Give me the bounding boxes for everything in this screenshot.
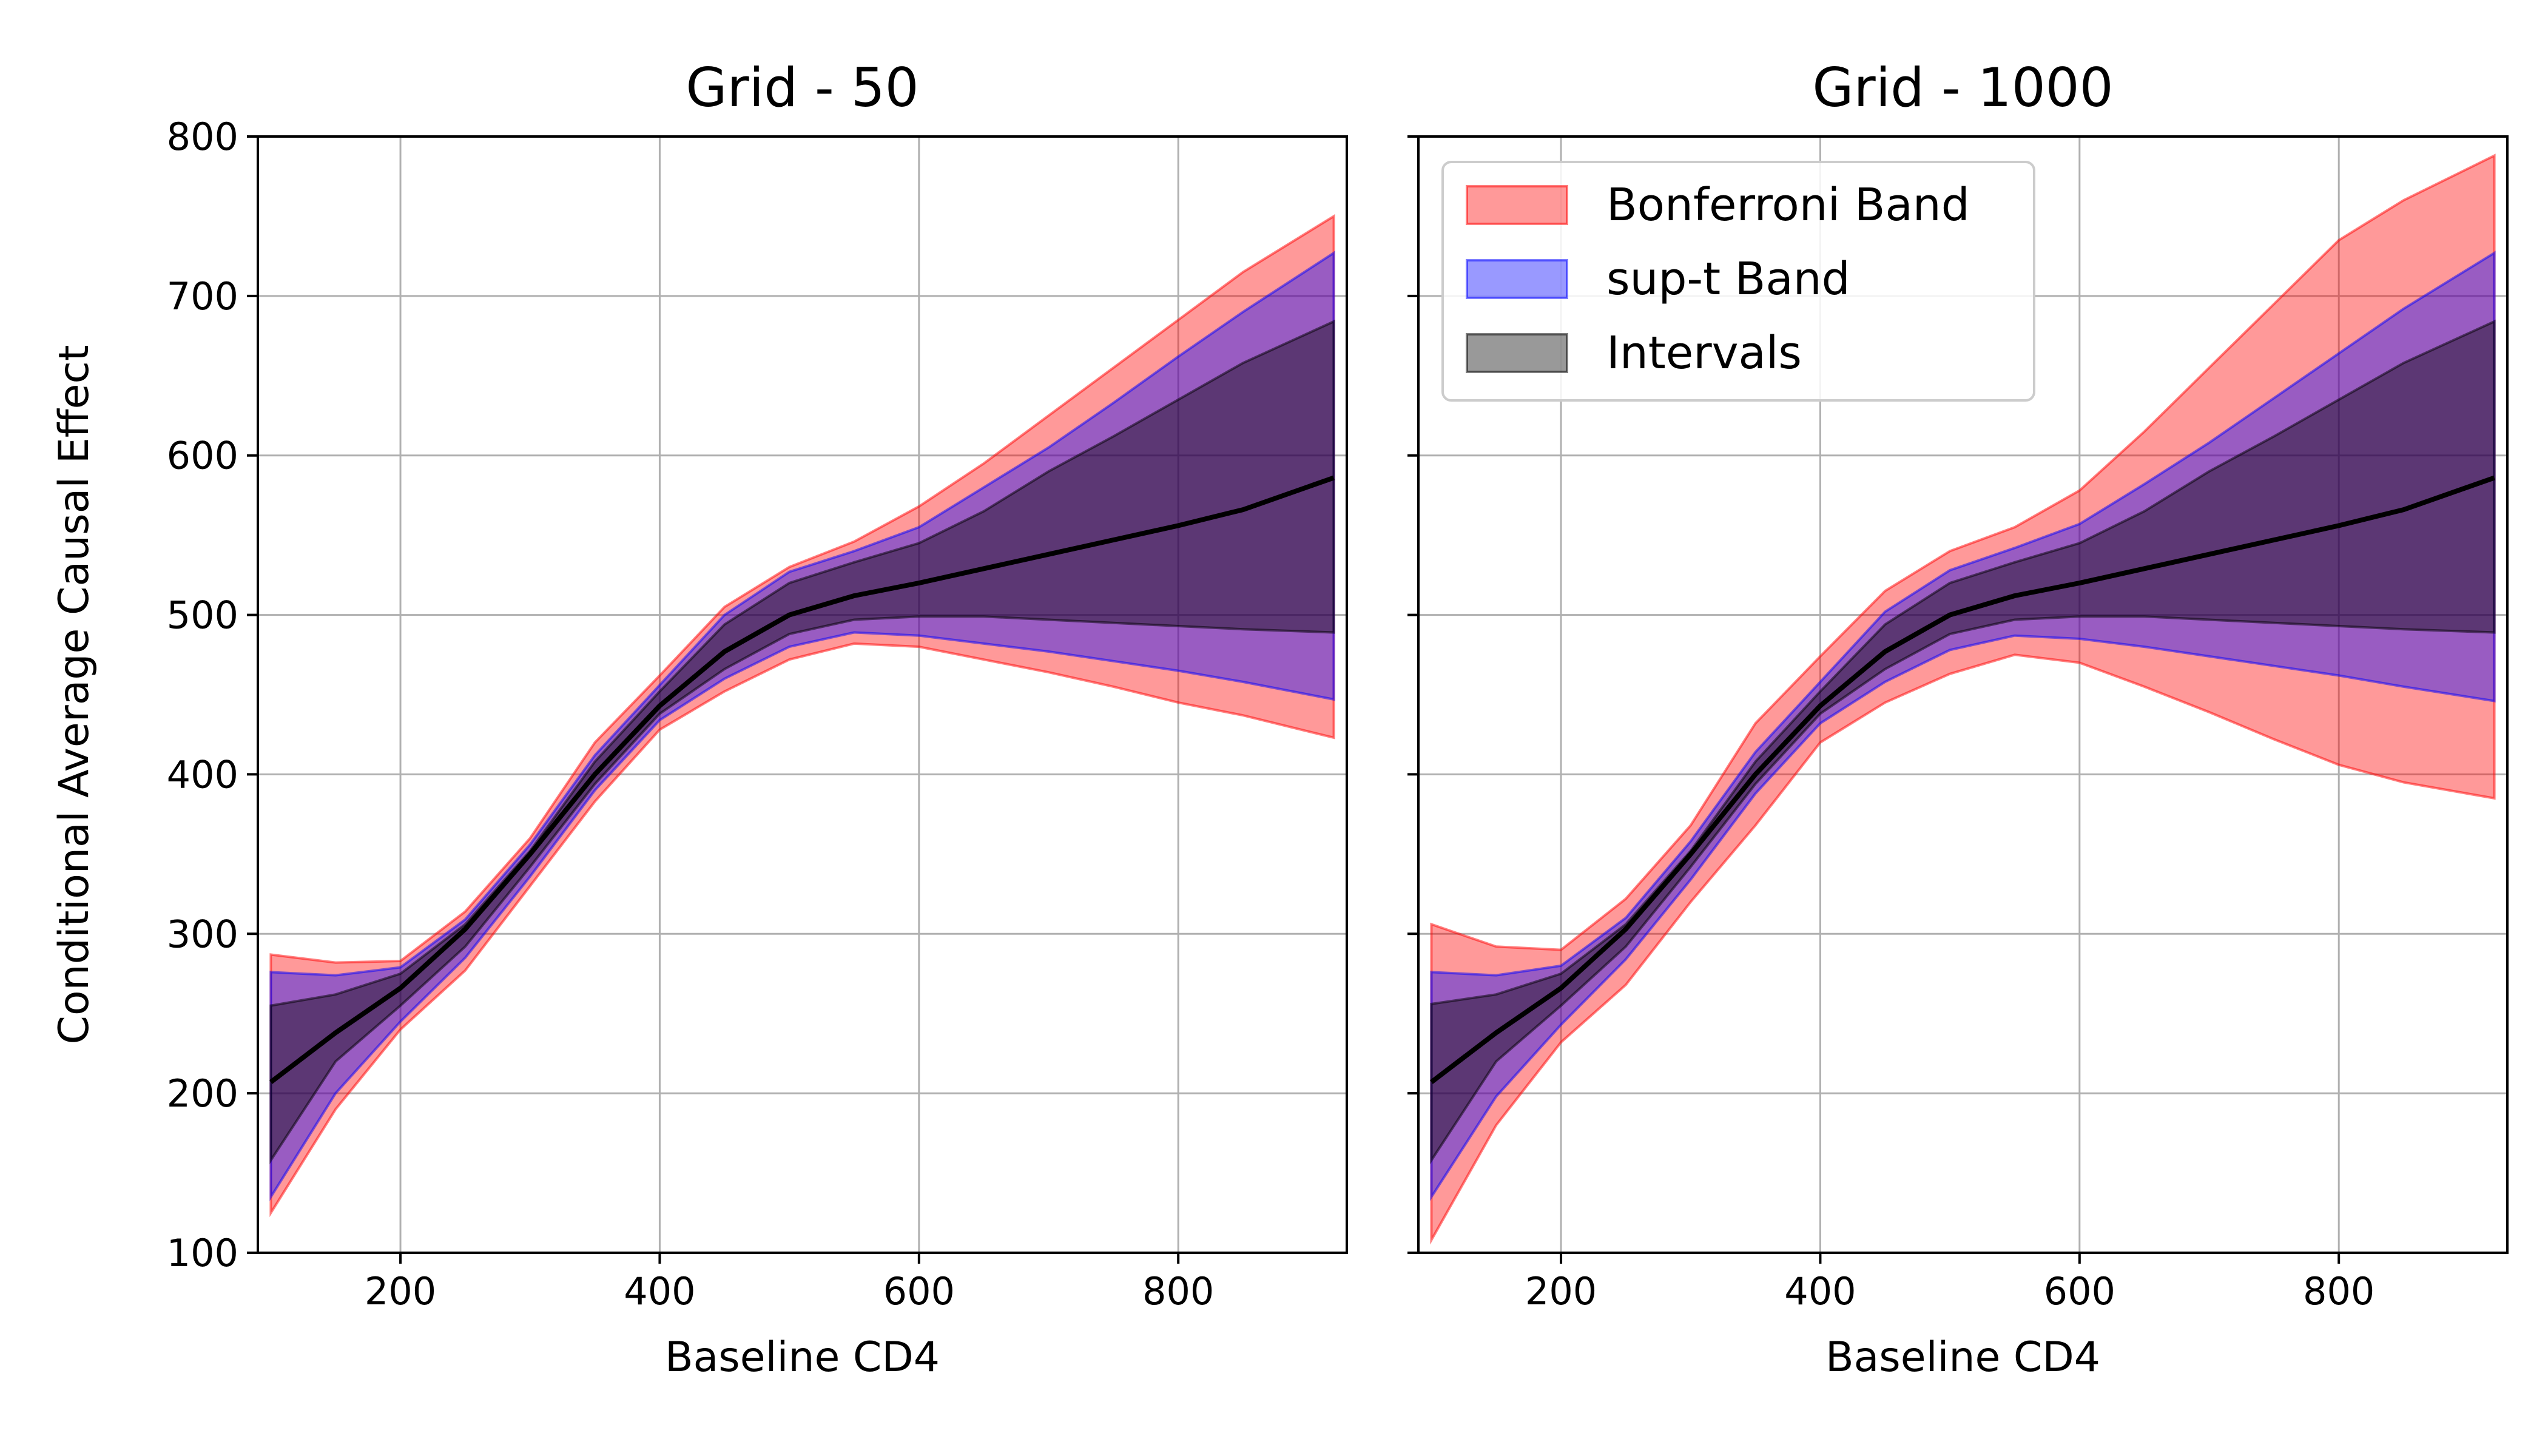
y-tick-label: 700 xyxy=(167,274,238,318)
y-tick-label: 200 xyxy=(167,1071,238,1116)
panel-grid-50: 200 400 600 800 100 200 300 400 500 600 700 800 Grid… xyxy=(50,56,1348,1381)
x-tick-label: 800 xyxy=(1142,1269,1214,1313)
x-tick-label: 400 xyxy=(1784,1269,1856,1313)
y-tick-label: 800 xyxy=(167,115,238,159)
y-tick-label: 100 xyxy=(167,1231,238,1275)
y-tick-label: 300 xyxy=(167,912,238,956)
band-bonferroni-band xyxy=(1430,153,2496,1245)
legend-swatch-bonferroni-band xyxy=(1466,185,1568,225)
band-intervals xyxy=(1430,319,2496,1165)
legend-swatch-sup-t-band xyxy=(1466,259,1568,299)
x-tick-label: 200 xyxy=(365,1269,436,1313)
legend: Bonferroni Band sup-t Band Intervals xyxy=(1441,161,2035,402)
x-tick-label: 600 xyxy=(2044,1269,2115,1313)
x-tick-label: 600 xyxy=(883,1269,955,1313)
band-bonferroni-band xyxy=(269,214,1335,1218)
legend-box xyxy=(1441,161,2035,402)
band-sup-t-band xyxy=(269,251,1335,1201)
x-tick-label: 400 xyxy=(624,1269,695,1313)
y-axis-label: Conditional Average Causal Effect xyxy=(50,345,98,1044)
estimate-line xyxy=(1429,475,2495,1084)
axes-frame xyxy=(257,135,1348,1254)
legend-label-intervals: Intervals xyxy=(1606,327,1802,379)
axes-frame xyxy=(1417,135,2509,1254)
y-tick-label: 500 xyxy=(167,593,238,638)
panel-grid-1000: 200 400 600 800 Grid - 1000 Baseline CD4 Bonfe… xyxy=(1407,56,2509,1381)
legend-swatch-intervals xyxy=(1466,333,1568,373)
legend-label-bonferroni-band: Bonferroni Band xyxy=(1606,179,1970,231)
band-sup-t-band xyxy=(1430,251,2496,1201)
band-intervals xyxy=(269,319,1335,1165)
y-tick-label: 400 xyxy=(167,752,238,797)
x-tick-label: 200 xyxy=(1525,1269,1597,1313)
x-axis-label: Baseline CD4 xyxy=(1825,1333,2100,1381)
legend-label-sup-t-band: sup-t Band xyxy=(1606,253,1850,305)
estimate-line xyxy=(269,475,1335,1084)
chart-title: Grid - 50 xyxy=(686,56,918,119)
x-tick-label: 800 xyxy=(2303,1269,2374,1313)
x-axis-label: Baseline CD4 xyxy=(665,1333,940,1381)
chart-title: Grid - 1000 xyxy=(1812,56,2113,119)
y-tick-label: 600 xyxy=(167,434,238,478)
